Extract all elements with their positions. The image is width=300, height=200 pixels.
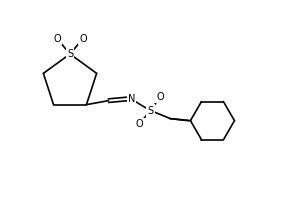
Text: S: S xyxy=(67,49,73,59)
Text: O: O xyxy=(79,34,87,44)
Text: S: S xyxy=(147,106,154,116)
Text: O: O xyxy=(53,34,61,44)
Text: O: O xyxy=(156,92,164,102)
Text: O: O xyxy=(136,119,143,129)
Text: N: N xyxy=(128,94,135,104)
